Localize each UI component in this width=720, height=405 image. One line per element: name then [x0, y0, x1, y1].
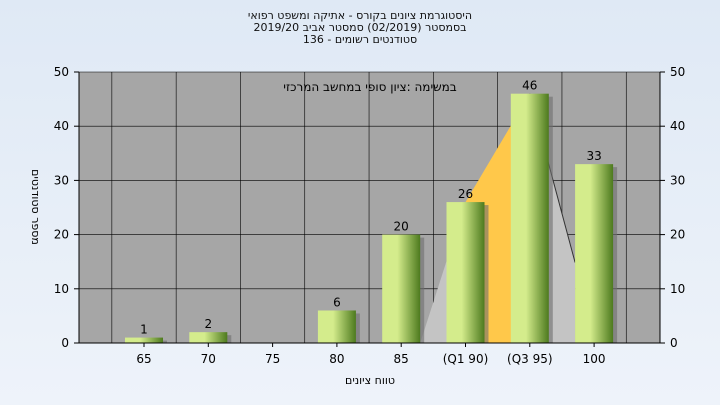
x-tick-label: 85 [394, 352, 409, 366]
x-tick-label: 80 [329, 352, 344, 366]
bar-value-label: 46 [522, 79, 537, 93]
x-axis-title: טווח ציונים [345, 374, 395, 387]
bar-value-label: 2 [204, 317, 212, 331]
x-tick-label: 75 [265, 352, 280, 366]
x-tick-label: (Q3 95) [507, 352, 553, 366]
y-tick-label-right: 0 [670, 336, 678, 350]
chart-title-block: היסטוגרמת ציונים בקורס - אתיקה ומשפט רפו… [0, 10, 720, 46]
bar-value-label: 33 [586, 149, 601, 163]
x-tick-label: 65 [136, 352, 151, 366]
y-axis-title: מספר סטודנטים [29, 169, 42, 245]
bar-70 [189, 332, 228, 343]
y-tick-label-left: 10 [54, 282, 69, 296]
chart-title-line-2: בסמסטר (02/2019) סמסטר אביב 2019/20 [253, 21, 467, 34]
bar-value-label: 1 [140, 323, 148, 337]
y-tick-label-right: 50 [670, 65, 685, 79]
y-tick-label-right: 30 [670, 173, 685, 187]
y-tick-label-right: 10 [670, 282, 685, 296]
y-tick-label-left: 20 [54, 228, 69, 242]
y-tick-label-left: 0 [61, 336, 69, 350]
bar-65 [125, 337, 163, 343]
chart-title-line-1: היסטוגרמת ציונים בקורס - אתיקה ומשפט רפו… [247, 9, 473, 22]
y-tick-label-left: 50 [54, 65, 69, 79]
bar-value-label: 6 [333, 295, 341, 309]
bar-Q3-95 [510, 93, 549, 344]
y-tick-label-right: 20 [670, 228, 685, 242]
bar-80 [317, 310, 356, 343]
x-tick-label: 100 [583, 352, 606, 366]
bar-100 [575, 164, 614, 343]
x-tick-label: (Q1 90) [443, 352, 489, 366]
bar-value-label: 26 [458, 187, 473, 201]
bar-value-label: 20 [394, 220, 409, 234]
x-tick-label: 70 [201, 352, 216, 366]
y-tick-label-left: 30 [54, 173, 69, 187]
y-tick-label-right: 40 [670, 119, 685, 133]
y-tick-label-left: 40 [54, 119, 69, 133]
bar-Q1-90 [446, 202, 485, 343]
chart-title-line-3: סטודנטים רשומים - 136 [302, 33, 418, 46]
axes: 0 0 10 10 20 20 30 30 40 40 50 50 65 70 75 80 85 (Q1 90) (… [54, 65, 686, 366]
bar-85 [382, 234, 421, 343]
chart-annotation: במשימה :ציון סופי במחשב המרכזי [283, 80, 457, 94]
